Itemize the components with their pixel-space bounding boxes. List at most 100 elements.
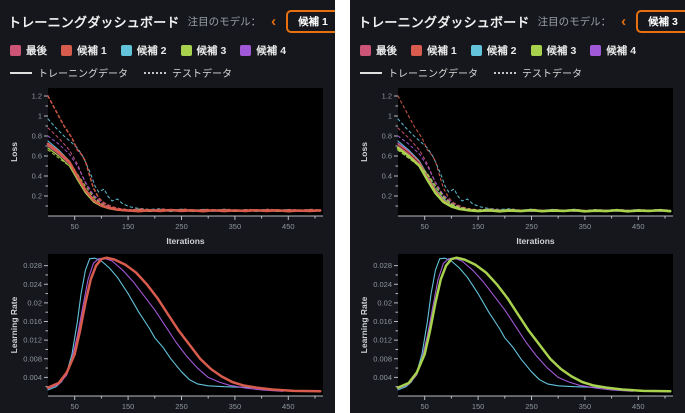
svg-text:350: 350: [579, 402, 592, 411]
svg-text:150: 150: [122, 222, 135, 231]
learning-rate-chart: 50 150 250 350 450 0.004 0.008 0.012 0.016 0.02 0.…: [9, 254, 323, 411]
legend-swatch-icon: [470, 45, 482, 56]
svg-text:Iterations: Iterations: [166, 236, 205, 246]
svg-text:450: 450: [282, 222, 295, 231]
svg-text:450: 450: [282, 402, 295, 411]
legend-label: 候補 3: [546, 45, 577, 57]
focused-model-label: 注目のモデル：: [187, 16, 262, 28]
svg-text:350: 350: [579, 222, 592, 231]
svg-text:0.012: 0.012: [23, 336, 42, 345]
legend-item-cand4[interactable]: 候補 4: [240, 43, 286, 58]
svg-text:Loss: Loss: [359, 142, 369, 162]
svg-text:50: 50: [71, 402, 79, 411]
svg-text:0.6: 0.6: [32, 152, 42, 161]
legend-item-last[interactable]: 最後: [360, 43, 397, 58]
svg-text:450: 450: [632, 402, 645, 411]
legend-label: 候補 3: [196, 45, 227, 57]
focused-model-label: 注目のモデル：: [537, 16, 612, 28]
test-legend-label: テストデータ: [172, 69, 232, 80]
svg-text:150: 150: [472, 402, 485, 411]
solid-line-icon: [10, 71, 32, 74]
page-title: トレーニングダッシュボード: [8, 15, 180, 30]
svg-text:150: 150: [122, 402, 135, 411]
legend-swatch-icon: [530, 45, 542, 56]
training-dashboard-panel-left: トレーニングダッシュボード 注目のモデル： ‹ 候補 1 › 最後 候補 1 候補 …: [0, 0, 335, 413]
legend-item-cand3[interactable]: 候補 3: [530, 43, 577, 58]
legend-item-cand2[interactable]: 候補 2: [120, 43, 167, 58]
page-title: トレーニングダッシュボード: [358, 15, 530, 30]
legend-swatch-icon: [411, 45, 422, 56]
svg-text:Learning Rate: Learning Rate: [9, 296, 19, 353]
training-dashboard-panel-right: トレーニングダッシュボード 注目のモデル： ‹ 候補 3 › 最後 候補 1 候補 …: [350, 0, 685, 413]
loss-chart: 50 150 250 350 450 0.2 0.4 0.6 0.8 1 1.2 Iterations…: [9, 88, 323, 246]
svg-text:0.012: 0.012: [373, 336, 392, 345]
prev-model-button[interactable]: ‹: [621, 13, 627, 30]
legend-swatch-icon: [10, 45, 21, 56]
legend-label: 最後: [376, 45, 397, 57]
legend-swatch-icon: [590, 45, 602, 56]
svg-text:0.024: 0.024: [373, 280, 392, 289]
svg-text:0.004: 0.004: [373, 373, 392, 382]
legend-item-cand4[interactable]: 候補 4: [590, 43, 636, 58]
legend-item-cand3[interactable]: 候補 3: [180, 43, 227, 58]
svg-text:250: 250: [175, 402, 188, 411]
legend-item-cand1[interactable]: 候補 1: [411, 43, 457, 58]
train-legend-label: トレーニングデータ: [388, 69, 478, 80]
svg-text:0.028: 0.028: [23, 261, 42, 270]
svg-text:0.016: 0.016: [23, 317, 42, 326]
line-style-legend: トレーニングデータ テストデータ: [360, 65, 681, 80]
svg-text:250: 250: [525, 402, 538, 411]
svg-text:0.8: 0.8: [32, 132, 42, 141]
panel-header: トレーニングダッシュボード 注目のモデル： ‹ 候補 3 ›: [358, 10, 685, 33]
svg-text:Loss: Loss: [9, 142, 19, 162]
legend-swatch-icon: [180, 45, 192, 56]
legend-item-last[interactable]: 最後: [10, 43, 47, 58]
legend-label: 候補 4: [606, 45, 637, 57]
legend-item-cand2[interactable]: 候補 2: [470, 43, 517, 58]
svg-text:0.4: 0.4: [32, 172, 42, 181]
svg-text:Iterations: Iterations: [516, 236, 555, 246]
focused-model-value[interactable]: 候補 3: [636, 10, 685, 33]
legend-label: 候補 1: [427, 45, 457, 57]
svg-text:0.016: 0.016: [373, 317, 392, 326]
svg-text:0.2: 0.2: [382, 192, 392, 201]
legend-label: 候補 4: [256, 45, 287, 57]
line-style-legend: トレーニングデータ テストデータ: [10, 65, 331, 80]
svg-text:450: 450: [632, 222, 645, 231]
svg-text:0.8: 0.8: [382, 132, 392, 141]
test-legend-item: テストデータ: [144, 65, 232, 80]
svg-text:250: 250: [525, 222, 538, 231]
learning-rate-chart: 50 150 250 350 450 0.004 0.008 0.012 0.016 0.02 0.…: [359, 254, 673, 411]
svg-text:0.024: 0.024: [23, 280, 42, 289]
svg-text:250: 250: [175, 222, 188, 231]
focused-model-value[interactable]: 候補 1: [286, 10, 335, 33]
model-legend: 最後 候補 1 候補 2 候補 3 候補 4: [360, 43, 681, 58]
svg-text:350: 350: [229, 402, 242, 411]
svg-text:0.008: 0.008: [373, 354, 392, 363]
legend-label: 候補 2: [136, 45, 167, 57]
legend-swatch-icon: [61, 45, 72, 56]
svg-text:0.6: 0.6: [382, 152, 392, 161]
svg-text:50: 50: [421, 222, 429, 231]
prev-model-button[interactable]: ‹: [271, 13, 277, 30]
svg-text:0.02: 0.02: [377, 298, 392, 307]
svg-text:1.2: 1.2: [382, 92, 392, 101]
legend-item-cand1[interactable]: 候補 1: [61, 43, 107, 58]
svg-text:1: 1: [388, 112, 392, 121]
legend-label: 候補 2: [486, 45, 517, 57]
svg-text:0.4: 0.4: [382, 172, 392, 181]
panel-header: トレーニングダッシュボード 注目のモデル： ‹ 候補 1 ›: [8, 10, 335, 33]
dashed-line-icon: [494, 71, 516, 74]
solid-line-icon: [360, 71, 382, 74]
legend-swatch-icon: [120, 45, 132, 56]
svg-text:Learning Rate: Learning Rate: [359, 296, 369, 353]
train-legend-label: トレーニングデータ: [38, 69, 128, 80]
loss-chart: 50 150 250 350 450 0.2 0.4 0.6 0.8 1 1.2 Iterations…: [359, 88, 673, 246]
svg-text:350: 350: [229, 222, 242, 231]
svg-text:150: 150: [472, 222, 485, 231]
svg-text:0.004: 0.004: [23, 373, 42, 382]
dashed-line-icon: [144, 71, 166, 74]
svg-text:0.2: 0.2: [32, 192, 42, 201]
svg-text:1.2: 1.2: [32, 92, 42, 101]
